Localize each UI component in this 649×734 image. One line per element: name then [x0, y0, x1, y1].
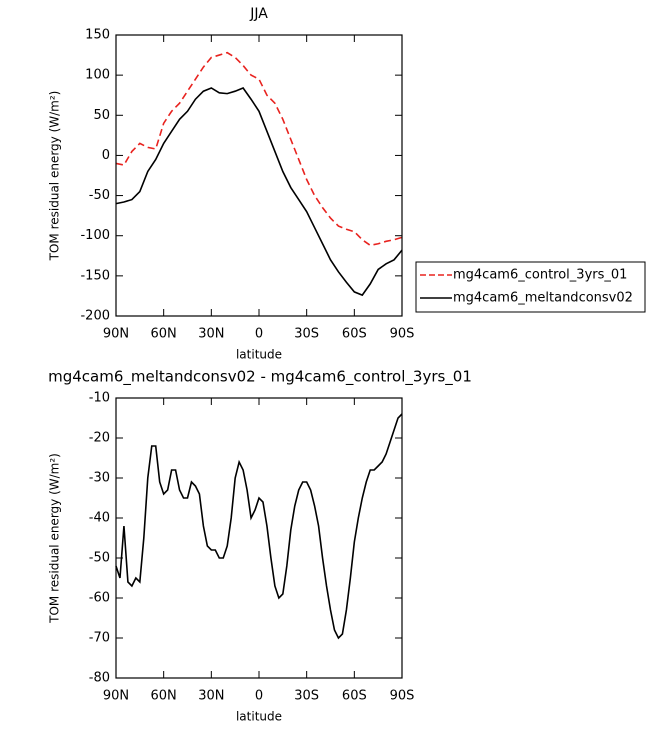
legend-box — [415, 261, 646, 313]
y-tick-label: -40 — [89, 511, 110, 526]
chart-title: JJA — [249, 6, 268, 22]
data-line — [115, 87, 403, 297]
x-tick-label: 30N — [198, 327, 224, 342]
y-tick-label: -30 — [89, 471, 110, 486]
x-tick-label: 30S — [294, 327, 319, 342]
data-line — [115, 51, 403, 247]
x-tick-label: 90S — [390, 689, 415, 704]
y-tick-label: -50 — [89, 188, 110, 203]
x-tick-label: 60N — [151, 689, 177, 704]
y-tick-label: -80 — [89, 671, 110, 686]
y-tick-label: 0 — [102, 148, 110, 163]
plot-frame — [115, 34, 403, 317]
x-tick-label: 90N — [103, 689, 129, 704]
x-tick-label: 90S — [390, 327, 415, 342]
chart-title: mg4cam6_meltandconsv02 - mg4cam6_control… — [48, 368, 472, 387]
y-tick-label: -100 — [80, 228, 110, 243]
x-tick-label: 0 — [255, 689, 263, 704]
x-axis-label: latitude — [236, 348, 282, 362]
y-tick-label: -60 — [89, 591, 110, 606]
y-tick-label: -10 — [89, 391, 110, 406]
x-tick-label: 60S — [342, 689, 367, 704]
x-tick-label: 60S — [342, 327, 367, 342]
y-tick-label: -200 — [80, 309, 110, 324]
x-tick-label: 60N — [151, 327, 177, 342]
y-tick-label: 50 — [93, 108, 110, 123]
legend-label: mg4cam6_meltandconsv02 — [453, 291, 633, 306]
legend-label: mg4cam6_control_3yrs_01 — [453, 268, 627, 283]
y-tick-label: -50 — [89, 551, 110, 566]
x-tick-label: 90N — [103, 327, 129, 342]
y-tick-label: 150 — [85, 28, 110, 43]
y-tick-label: -20 — [89, 431, 110, 446]
plot-frame — [115, 397, 403, 679]
x-tick-label: 30S — [294, 689, 319, 704]
y-axis-label: TOM residual energy (W/m²) — [48, 91, 62, 262]
y-axis-label: TOM residual energy (W/m²) — [48, 453, 62, 624]
y-tick-label: -70 — [89, 631, 110, 646]
y-tick-label: -150 — [80, 268, 110, 283]
x-tick-label: 30N — [198, 689, 224, 704]
data-line — [115, 413, 403, 640]
y-tick-label: 100 — [85, 68, 110, 83]
x-axis-label: latitude — [236, 710, 282, 724]
x-tick-label: 0 — [255, 327, 263, 342]
